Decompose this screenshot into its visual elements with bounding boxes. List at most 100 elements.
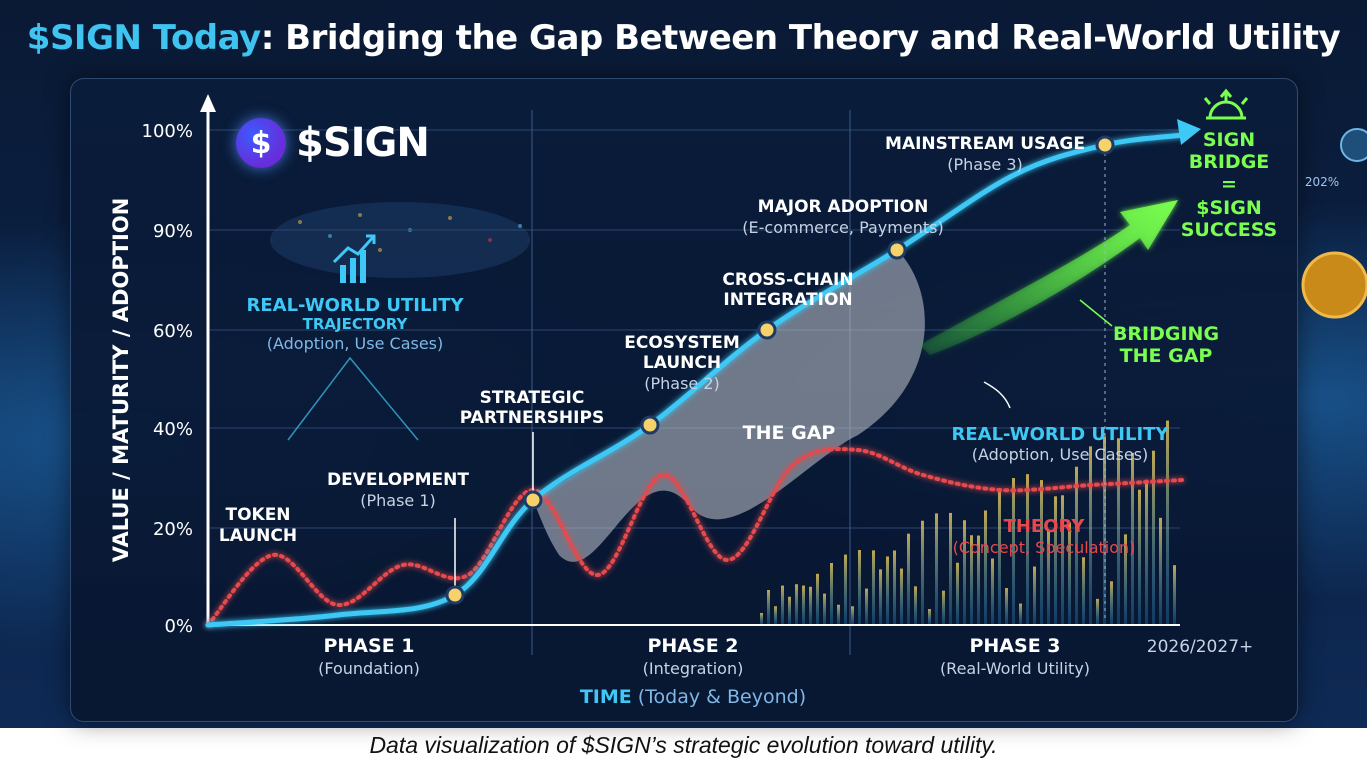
logo-text: $SIGN xyxy=(296,120,430,166)
milestone-label-2: INTEGRATION xyxy=(723,290,852,310)
y-axis-label: VALUE / MATURITY / ADOPTION xyxy=(109,198,133,563)
bar-decoration xyxy=(851,606,854,625)
bar-decoration xyxy=(1124,534,1127,625)
bar-decoration xyxy=(1054,496,1057,625)
bar-decoration xyxy=(1159,517,1162,625)
bar-decoration xyxy=(844,554,847,625)
bar-decoration xyxy=(1117,438,1120,625)
bar-decoration xyxy=(970,535,973,625)
axes xyxy=(200,94,1180,626)
sign-logo: $ $SIGN xyxy=(236,118,430,168)
token-launch-label-1: TOKEN xyxy=(225,505,290,525)
bitcoin-coin-decoration xyxy=(1301,251,1367,319)
bar-decoration xyxy=(907,533,910,625)
token-launch-label-2: LAUNCH xyxy=(219,526,297,546)
y-tick-label: 0% xyxy=(164,616,193,637)
milestone-sub: (Phase 2) xyxy=(644,374,720,393)
figure-caption: Data visualization of $SIGN’s strategic … xyxy=(369,732,998,758)
x-axis-label-main: TIME xyxy=(580,686,632,708)
bar-decoration xyxy=(1068,522,1071,625)
milestone-sub: (E-commerce, Payments) xyxy=(742,218,943,237)
x-axis-label-sub: (Today & Beyond) xyxy=(638,686,806,708)
milestone-marker xyxy=(640,415,660,435)
bar-decoration xyxy=(774,606,777,625)
phase-2-label: PHASE 2 xyxy=(647,635,738,657)
bridge-icon xyxy=(1203,88,1249,120)
bar-decoration xyxy=(956,562,959,625)
milestone-label: STRATEGIC xyxy=(480,388,585,408)
y-tick-labels: 0% 20% 40% 60% 90% 100% xyxy=(142,121,193,637)
bar-decoration xyxy=(816,573,819,625)
bar-decoration xyxy=(991,558,994,625)
milestone-sub: (Phase 3) xyxy=(947,155,1023,174)
utility-series-label: REAL-WORLD UTILITY xyxy=(952,424,1170,445)
bar-decoration xyxy=(1047,529,1050,625)
milestone-label: CROSS-CHAIN xyxy=(722,270,853,290)
bar-decoration xyxy=(865,588,868,625)
bar-decoration xyxy=(1110,581,1113,625)
bar-decoration xyxy=(984,510,987,625)
bar-decoration xyxy=(781,585,784,625)
phase-1-label: PHASE 1 xyxy=(323,635,414,657)
bar-decoration xyxy=(949,512,952,625)
chart: DEVELOPMENT(Phase 1) STRATEGICPARTNERSHIP… xyxy=(109,88,1367,708)
bar-decoration xyxy=(1096,598,1099,625)
dollar-coin-icon: $ xyxy=(236,118,286,168)
bar-decoration xyxy=(830,563,833,625)
milestone-marker xyxy=(1095,135,1115,155)
bar-decoration xyxy=(1026,474,1029,625)
bar-decoration xyxy=(921,520,924,625)
milestone-label: MAJOR ADOPTION xyxy=(758,197,929,217)
side-coin-decoration xyxy=(1340,128,1367,162)
y-tick-label: 60% xyxy=(153,321,193,342)
bar-decoration xyxy=(977,535,980,625)
bar-decoration xyxy=(1033,566,1036,625)
y-tick-label: 20% xyxy=(153,519,193,540)
bar-decoration xyxy=(1145,479,1148,625)
trajectory-pointer-lines xyxy=(287,356,419,441)
bar-decoration xyxy=(1061,495,1064,625)
bridging-pointer xyxy=(1079,299,1113,327)
milestone-label-2: LAUNCH xyxy=(643,353,721,373)
phase-1-sub: (Foundation) xyxy=(318,659,420,678)
bar-decoration xyxy=(760,613,763,625)
bar-decoration xyxy=(963,520,966,625)
bar-decoration xyxy=(1019,603,1022,625)
bar-decoration xyxy=(998,490,1001,625)
bar-decoration xyxy=(1138,489,1141,625)
bar-decoration xyxy=(872,550,875,625)
title-rest: : Bridging the Gap Between Theory and Re… xyxy=(260,18,1341,58)
milestone-sub: (Phase 1) xyxy=(360,491,436,510)
utility-arrowhead xyxy=(1177,119,1201,145)
bar-decoration xyxy=(1103,436,1106,625)
milestone-marker xyxy=(523,490,543,510)
bar-decoration xyxy=(837,604,840,625)
utility-trajectory-label-1: REAL-WORLD UTILITY xyxy=(247,295,465,316)
bar-decoration xyxy=(823,593,826,625)
bar-decoration xyxy=(879,569,882,625)
bar-decoration xyxy=(795,584,798,625)
bridging-label-2: THE GAP xyxy=(1120,345,1213,367)
phase-2-sub: (Integration) xyxy=(643,659,744,678)
phase-3-sub: (Real-World Utility) xyxy=(940,659,1090,678)
x-end-label: 2026/2027+ xyxy=(1147,637,1254,657)
bridge-label-2: BRIDGE xyxy=(1189,151,1270,173)
bar-decoration xyxy=(1166,420,1169,625)
bar-decoration xyxy=(1089,446,1092,625)
bar-decoration xyxy=(802,585,805,625)
world-map-decoration xyxy=(270,202,530,278)
x-axis-label: TIME (Today & Beyond) xyxy=(580,686,806,708)
milestone-label: DEVELOPMENT xyxy=(327,470,469,490)
bar-decoration xyxy=(1012,478,1015,625)
utility-label-pointer xyxy=(983,381,1011,409)
bar-decoration xyxy=(1075,466,1078,625)
bridging-label-1: BRIDGING xyxy=(1113,323,1219,345)
bar-decoration xyxy=(858,550,861,625)
bar-decoration xyxy=(767,589,770,625)
side-percent-label: 202% xyxy=(1305,175,1339,189)
y-tick-label: 100% xyxy=(142,121,193,142)
bar-decoration xyxy=(1040,480,1043,625)
chart-panel xyxy=(70,78,1298,722)
bar-decoration xyxy=(1082,557,1085,625)
page-title: $SIGN Today: Bridging the Gap Between Th… xyxy=(0,18,1367,58)
